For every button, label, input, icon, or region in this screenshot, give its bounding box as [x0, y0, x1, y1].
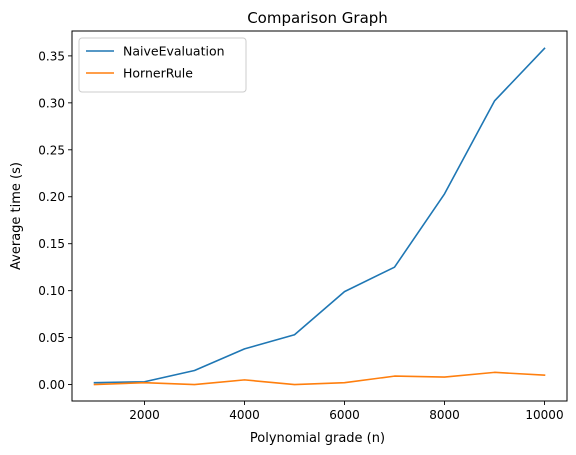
y-tick-label: 0.35 — [38, 49, 65, 63]
chart-title: Comparison Graph — [247, 9, 388, 27]
y-axis-label: Average time (s) — [9, 162, 24, 270]
legend: NaiveEvaluation HornerRule — [78, 37, 247, 93]
x-tick-label: 10000 — [525, 408, 563, 422]
legend-label-naiveevaluation: NaiveEvaluation — [123, 44, 225, 59]
x-tick-label: 2000 — [129, 408, 160, 422]
y-tick-label: 0.00 — [38, 378, 65, 392]
x-tick-label: 8000 — [429, 408, 460, 422]
y-tick-label: 0.20 — [38, 190, 65, 204]
y-tick-label: 0.10 — [38, 284, 65, 298]
series-line-hornerrule — [93, 371, 546, 386]
plot-frame — [71, 30, 568, 402]
series-line-naiveevaluation — [93, 47, 546, 384]
y-tick-label: 0.05 — [38, 331, 65, 345]
legend-box — [78, 37, 247, 93]
x-tick-label: 4000 — [229, 408, 260, 422]
legend-label-hornerrule: HornerRule — [123, 66, 193, 81]
x-tick-label: 6000 — [329, 408, 360, 422]
y-tick-label: 0.25 — [38, 143, 65, 157]
y-tick-label: 0.15 — [38, 237, 65, 251]
x-axis-label: Polynomial grade (n) — [250, 431, 385, 446]
y-tick-label: 0.30 — [38, 96, 65, 110]
